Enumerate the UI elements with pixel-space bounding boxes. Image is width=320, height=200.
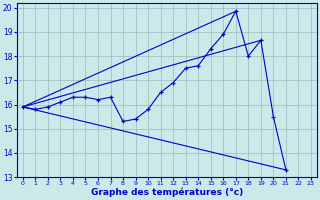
X-axis label: Graphe des températures (°c): Graphe des températures (°c): [91, 188, 243, 197]
